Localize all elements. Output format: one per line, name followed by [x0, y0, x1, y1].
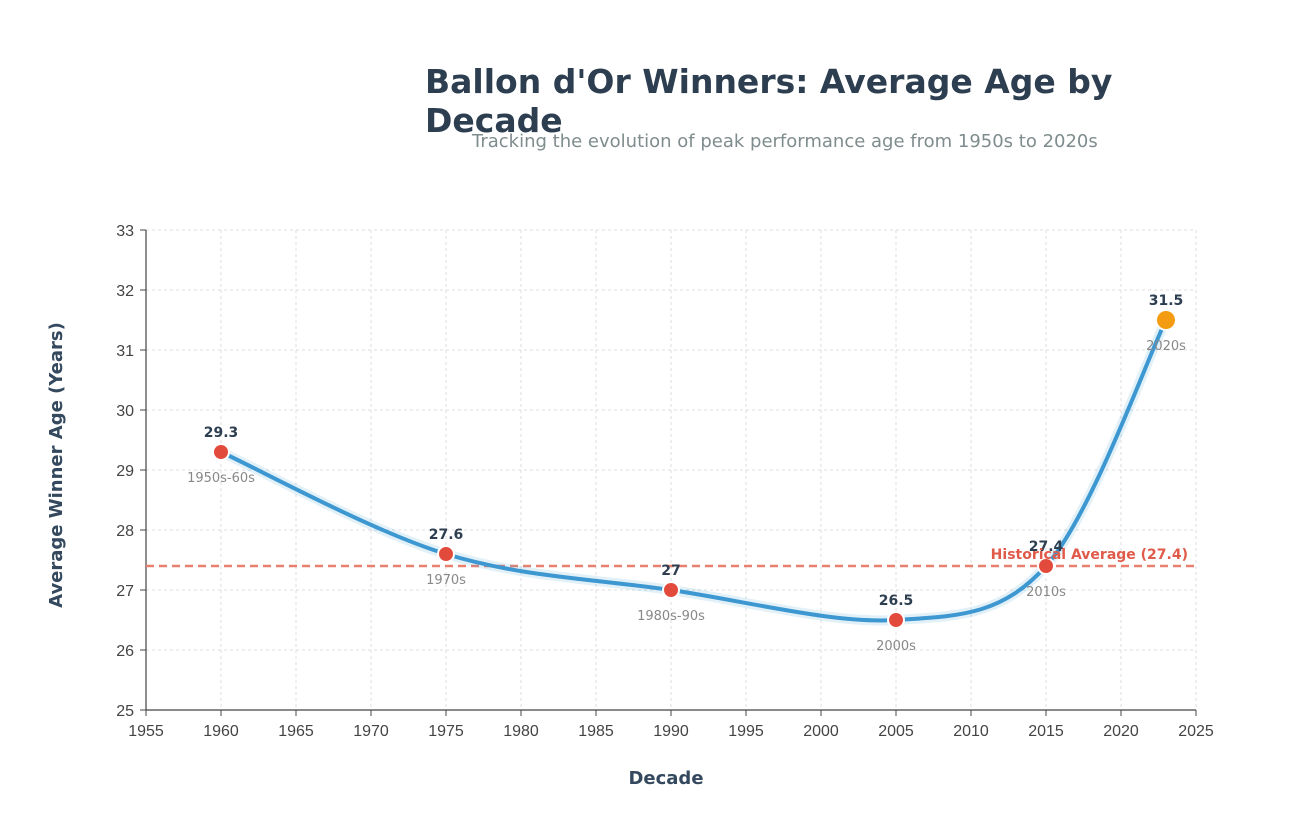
category-label: 2000s	[876, 639, 916, 654]
chart-title: Ballon d'Or Winners: Average Age by Deca…	[425, 62, 1113, 140]
series-line	[219, 318, 1168, 623]
data-point	[212, 443, 230, 461]
y-tick-label: 26	[116, 643, 134, 660]
y-tick-label: 30	[116, 403, 134, 420]
value-label: 27	[661, 563, 680, 579]
y-axis-title: Average Winner Age (Years)	[46, 322, 67, 608]
y-tick-label: 31	[116, 343, 134, 360]
x-tick-label: 1955	[128, 723, 164, 740]
x-tick-label: 1970	[353, 723, 389, 740]
value-label: 26.5	[879, 593, 914, 609]
reference-line-label: Historical Average (27.4)	[991, 547, 1188, 563]
category-label: 2010s	[1026, 585, 1066, 600]
x-tick-label: 1995	[728, 723, 764, 740]
series-line-group	[216, 315, 1171, 626]
x-tick-label: 1965	[278, 723, 314, 740]
value-label: 27.4	[1029, 539, 1064, 555]
category-label: 1970s	[426, 573, 466, 588]
y-tick-label: 28	[116, 523, 134, 540]
value-label: 29.3	[204, 425, 239, 441]
data-point	[662, 581, 680, 599]
x-tick-label: 1985	[578, 723, 614, 740]
axes: 1955 1960 1965 1970 1975 1980 1985 1990 1995 2000…	[116, 223, 1214, 740]
data-point	[437, 545, 455, 563]
data-point	[1037, 557, 1055, 575]
data-points-group	[212, 309, 1177, 629]
y-tick-label: 27	[116, 583, 134, 600]
x-axis-title: Decade	[628, 768, 703, 789]
category-label: 1980s-90s	[637, 609, 705, 624]
data-point	[1155, 309, 1177, 331]
data-labels-group: 29.3 1950s-60s 27.6 1970s 27 1980s-90s 26.5 200…	[187, 293, 1188, 654]
grid	[146, 229, 1197, 710]
y-tick-label: 33	[116, 223, 134, 240]
y-tick-label: 32	[116, 283, 134, 300]
x-tick-label: 1980	[503, 723, 539, 740]
x-tick-label: 2015	[1028, 723, 1064, 740]
chart-subtitle: Tracking the evolution of peak performan…	[472, 131, 1098, 152]
data-point	[887, 611, 905, 629]
x-tick-label: 2025	[1178, 723, 1214, 740]
value-label: 31.5	[1149, 293, 1184, 309]
x-tick-label: 2005	[878, 723, 914, 740]
y-tick-label: 29	[116, 463, 134, 480]
value-label: 27.6	[429, 527, 464, 543]
y-tick-label: 25	[116, 703, 134, 720]
category-label: 2020s	[1146, 339, 1186, 354]
x-tick-label: 1975	[428, 723, 464, 740]
x-tick-label: 2020	[1103, 723, 1139, 740]
x-tick-label: 2000	[803, 723, 839, 740]
x-tick-label: 2010	[953, 723, 989, 740]
category-label: 1950s-60s	[187, 471, 255, 486]
x-tick-label: 1960	[203, 723, 239, 740]
x-tick-label: 1990	[653, 723, 689, 740]
